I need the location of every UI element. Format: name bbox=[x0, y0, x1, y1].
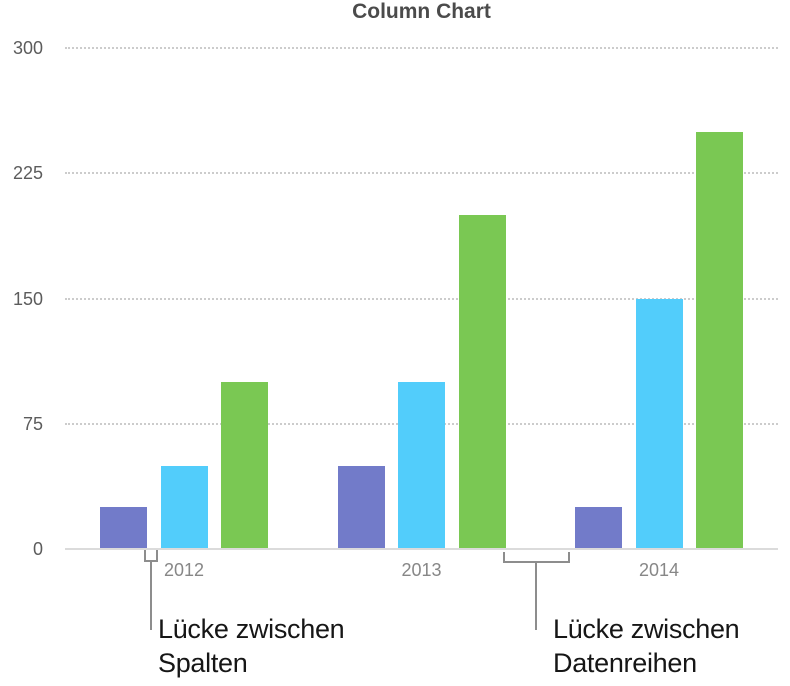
y-tick-150: 150 bbox=[12, 288, 43, 309]
column-gap-note: Lücke zwischen Spalten bbox=[158, 612, 345, 680]
y-tick-75: 75 bbox=[22, 413, 43, 434]
y-tick-300: 300 bbox=[12, 38, 43, 58]
chart-title: Column Chart bbox=[352, 0, 491, 23]
y-tick-225: 225 bbox=[12, 163, 43, 184]
gridline-300 bbox=[65, 47, 778, 49]
x-label-2012: 2012 bbox=[163, 560, 205, 580]
column-gap-note-line2: Spalten bbox=[158, 648, 248, 678]
series-gap-note-line2: Datenreihen bbox=[553, 648, 697, 678]
bar-2012-series-2 bbox=[160, 465, 208, 549]
column-gap-note-line1: Lücke zwischen bbox=[158, 614, 345, 644]
series-gap-note-line1: Lücke zwischen bbox=[553, 614, 740, 644]
x-label-2013: 2013 bbox=[401, 560, 442, 580]
x-axis-line bbox=[65, 548, 778, 550]
bar-2012-series-1 bbox=[100, 507, 147, 549]
x-label-2014: 2014 bbox=[638, 560, 680, 580]
series-gap-callout-line bbox=[535, 562, 537, 630]
bar-2014-series-1 bbox=[575, 507, 622, 549]
y-tick-0: 0 bbox=[32, 539, 43, 559]
bar-2013-series-3 bbox=[458, 215, 506, 549]
bar-2012-series-3 bbox=[221, 382, 268, 549]
bar-2014-series-2 bbox=[635, 298, 683, 549]
gridline-150 bbox=[65, 297, 778, 300]
column-gap-callout-line bbox=[150, 561, 152, 630]
bar-2013-series-2 bbox=[398, 382, 445, 549]
series-gap-note: Lücke zwischen Datenreihen bbox=[553, 612, 740, 680]
gridline-225 bbox=[65, 172, 778, 175]
bar-2014-series-3 bbox=[696, 131, 743, 549]
bar-2013-series-1 bbox=[337, 465, 385, 549]
